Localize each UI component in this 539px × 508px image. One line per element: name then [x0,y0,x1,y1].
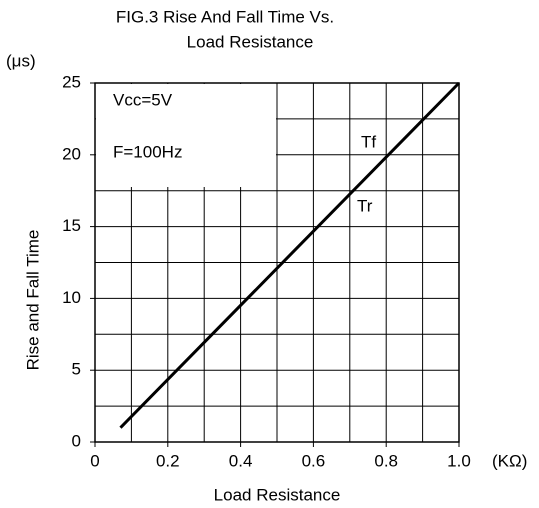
annotation: Tr [357,196,373,215]
x-tick-label: 0.2 [156,451,180,470]
x-tick-label: 0.6 [302,451,326,470]
chart-title: Load Resistance [187,32,314,51]
x-tick-label: 0.8 [374,451,398,470]
y-tick-label: 5 [72,360,81,379]
plot-frame [94,82,460,443]
x-tick-label: 1.0 [447,451,471,470]
grid [95,83,459,442]
annotation: Vcc=5V [113,90,173,109]
y-tick-label: 25 [62,72,81,91]
y-unit: (μs) [6,51,36,70]
annotation: Tf [361,132,376,151]
annotation: F=100Hz [113,142,182,161]
x-unit: (KΩ) [492,451,527,470]
x-axis-label: Load Resistance [214,485,341,504]
annotation-box [96,84,276,187]
data-line [119,81,461,429]
x-tick-label: 0.4 [229,451,253,470]
y-tick-label: 15 [62,216,81,235]
y-tick-label: 10 [62,288,81,307]
y-tick-label: 20 [62,144,81,163]
y-axis-label: Rise and Fall Time [23,230,42,371]
x-tick-label: 0 [90,451,99,470]
chart-title: FIG.3 Rise And Fall Time Vs. [116,7,334,26]
y-tick-label: 0 [72,431,81,450]
